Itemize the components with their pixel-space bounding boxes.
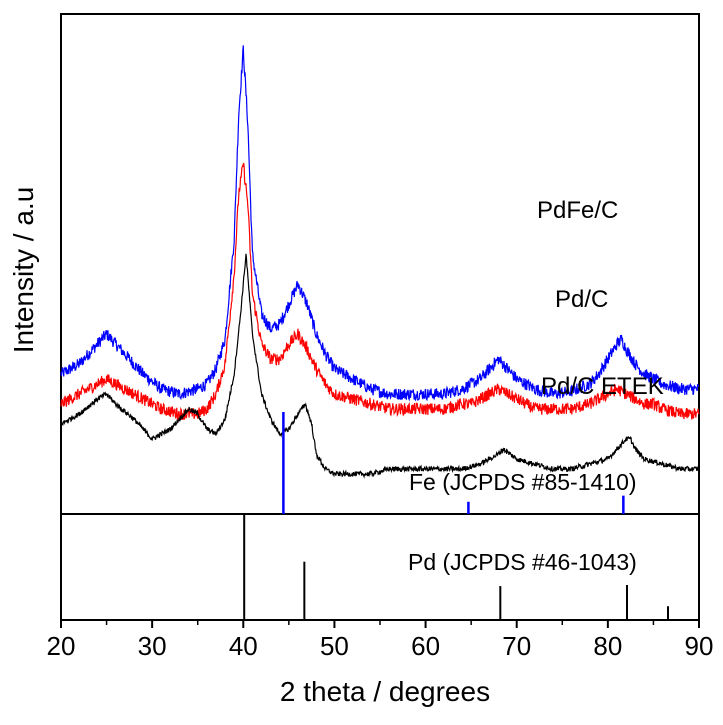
y-axis-title: Intensity / a.u (8, 187, 39, 354)
series-line-pdfe-c (60, 45, 700, 402)
x-tick-label: 90 (685, 631, 714, 661)
reference-label-fe: Fe (JCPDS #85-1410) (409, 469, 637, 495)
series-line-pd-c (60, 162, 700, 421)
series-label-pd-c: Pd/C (555, 286, 608, 313)
x-tick-label: 20 (47, 631, 76, 661)
main-panel-frame (60, 13, 700, 515)
x-tick-label: 30 (138, 631, 167, 661)
x-tick-label: 60 (411, 631, 440, 661)
x-tick-label: 50 (320, 631, 349, 661)
reference-label-pd: Pd (JCPDS #46-1043) (408, 549, 637, 575)
series-label-pdfe-c: PdFe/C (537, 197, 618, 224)
series-layer (60, 45, 700, 479)
x-tick-label: 70 (502, 631, 531, 661)
x-tick-label: 40 (229, 631, 258, 661)
x-tick-label: 80 (593, 631, 622, 661)
x-axis-ticks: 20 30 40 50 60 70 80 90 (47, 620, 714, 661)
x-axis-title: 2 theta / degrees (280, 676, 490, 707)
series-label-pd-c-etek: Pd/C ETEK (541, 373, 664, 400)
reference-layer (243, 412, 670, 620)
series-line-pd-c-etek (60, 253, 700, 479)
